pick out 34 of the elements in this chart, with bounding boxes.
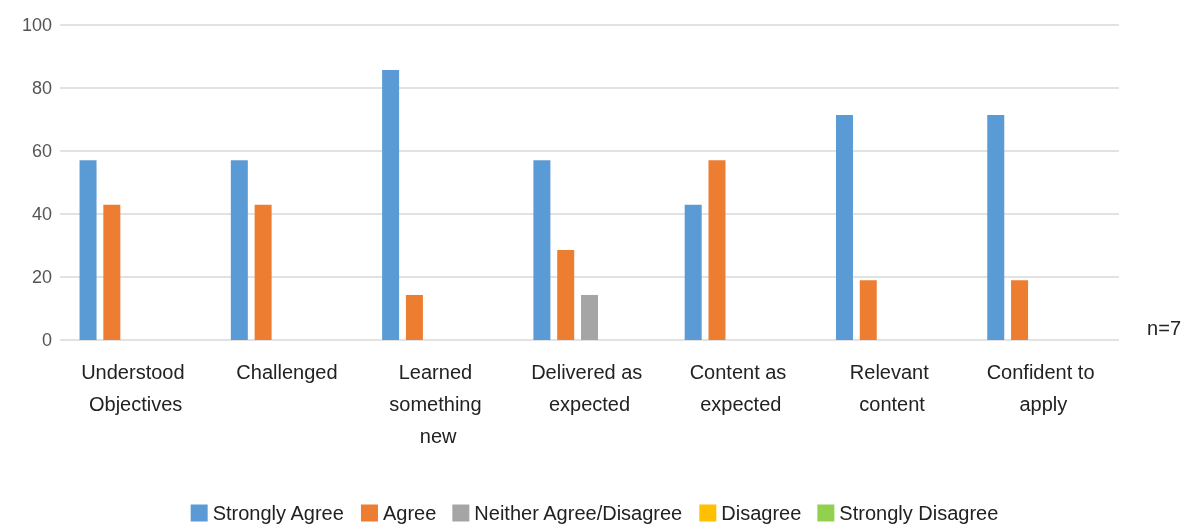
y-tick-label: 100 bbox=[21, 15, 52, 35]
bar bbox=[254, 204, 272, 340]
bar bbox=[557, 249, 575, 340]
y-tick-label: 20 bbox=[31, 267, 52, 287]
x-tick-label: Delivered as expected bbox=[531, 361, 648, 415]
bar bbox=[1011, 280, 1029, 340]
y-tick-label: 40 bbox=[31, 204, 52, 224]
bar bbox=[382, 70, 400, 340]
y-tick-label: 60 bbox=[31, 141, 52, 161]
legend-label: Strongly Disagree bbox=[839, 502, 999, 524]
bar bbox=[581, 294, 598, 340]
bar bbox=[79, 160, 97, 340]
bar bbox=[835, 115, 853, 340]
bar bbox=[230, 160, 248, 340]
x-tick-label: Understood Objectives bbox=[81, 361, 191, 415]
x-tick-label: Relevant content bbox=[849, 361, 935, 415]
legend-label: Disagree bbox=[721, 502, 802, 524]
legend-label: Agree bbox=[382, 502, 437, 524]
bar bbox=[103, 204, 121, 340]
bar bbox=[859, 280, 877, 340]
bar bbox=[987, 115, 1005, 340]
x-tick-label: Confident to apply bbox=[986, 361, 1101, 415]
x-tick-label: Challenged bbox=[236, 361, 338, 383]
bar bbox=[533, 160, 551, 340]
legend-label: Strongly Agree bbox=[212, 502, 344, 524]
bar bbox=[708, 160, 726, 340]
text: n=7 bbox=[1147, 317, 1182, 339]
y-tick-label: 80 bbox=[31, 78, 52, 98]
bar bbox=[405, 294, 423, 340]
x-tick-label: Learned something new bbox=[389, 361, 488, 447]
bar bbox=[684, 204, 702, 340]
x-tick-label: Content as expected bbox=[689, 361, 792, 415]
legend-label: Neither Agree/Disagree bbox=[474, 502, 683, 524]
y-tick-label: 0 bbox=[41, 330, 52, 350]
